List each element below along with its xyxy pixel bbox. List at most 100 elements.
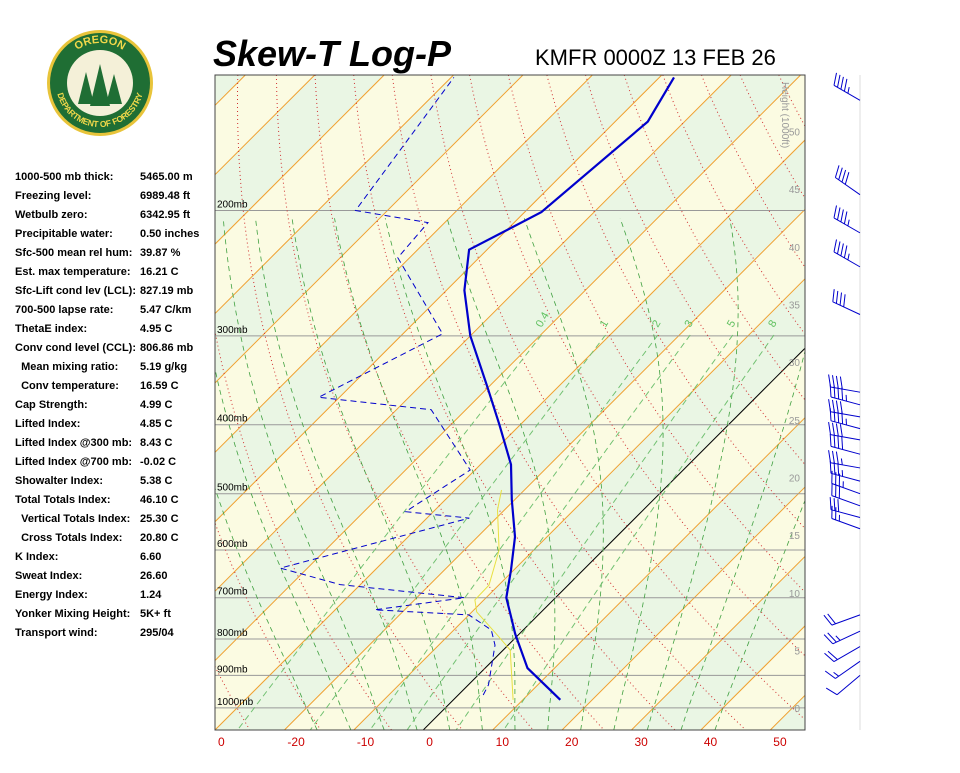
index-value: 16.21 C bbox=[140, 266, 179, 278]
index-label: Cap Strength: bbox=[15, 399, 88, 411]
y2-tick-label: 40 bbox=[789, 243, 801, 254]
wind-barb-shape bbox=[824, 614, 860, 625]
index-value: 25.30 C bbox=[140, 513, 179, 525]
y-tick-label: 700mb bbox=[217, 587, 248, 598]
y2-tick-label: 0 bbox=[794, 704, 800, 715]
wind-barb-shape bbox=[830, 408, 860, 428]
x-tick-label: 40 bbox=[704, 735, 718, 749]
indices: 1000-500 mb thick: 5465.00 m Freezing leve… bbox=[15, 171, 199, 639]
y2-tick-label: 35 bbox=[789, 300, 801, 311]
x-tick-label: 50 bbox=[773, 735, 787, 749]
wind-barb-shape bbox=[825, 661, 860, 678]
wind-barb-shape bbox=[835, 165, 860, 194]
wind-barb-shape bbox=[834, 240, 860, 267]
wind-barb-shape bbox=[834, 206, 860, 233]
wind-barb bbox=[830, 461, 860, 481]
chart-title: Skew-T Log-P bbox=[213, 33, 452, 74]
index-value: 5K+ ft bbox=[140, 608, 171, 620]
wind-barb bbox=[824, 614, 860, 625]
y2-axis-label: Height (1000ft) bbox=[779, 82, 790, 148]
isotherm bbox=[909, 75, 960, 730]
wind-barb bbox=[832, 483, 860, 506]
y-tick-label: 1000mb bbox=[217, 697, 254, 708]
index-label: Wetbulb zero: bbox=[15, 209, 88, 221]
index-value: 39.87 % bbox=[140, 247, 181, 259]
wind-barb-shape bbox=[829, 399, 860, 417]
index-value: 8.43 C bbox=[140, 437, 172, 449]
y-tick-label: 900mb bbox=[217, 664, 248, 675]
y-tick-label: 200mb bbox=[217, 200, 248, 211]
index-label: 700-500 lapse rate: bbox=[15, 304, 113, 316]
wind-barb bbox=[824, 631, 860, 644]
index-label: Energy Index: bbox=[15, 589, 88, 601]
wind-barb bbox=[833, 289, 860, 314]
dry-adiabat bbox=[817, 75, 960, 730]
index-label: Cross Totals Index: bbox=[15, 532, 122, 544]
index-value: 295/04 bbox=[140, 627, 175, 639]
wind-barb bbox=[830, 408, 860, 428]
index-value: 26.60 bbox=[140, 570, 168, 582]
wind-barb-shape bbox=[832, 483, 860, 506]
wind-barb-shape bbox=[832, 506, 860, 529]
index-label: Total Totals Index: bbox=[15, 494, 111, 506]
dry-adiabat bbox=[895, 75, 960, 730]
temperature-band bbox=[909, 75, 960, 730]
index-label: Sweat Index: bbox=[15, 570, 82, 582]
wind-barb bbox=[834, 206, 860, 233]
x-tick-label: 30 bbox=[634, 735, 648, 749]
wind-barb bbox=[830, 384, 860, 404]
wind-barb-shape bbox=[833, 289, 860, 314]
index-label: Mean mixing ratio: bbox=[15, 361, 118, 373]
wind-barb bbox=[826, 675, 860, 694]
wind-barb bbox=[834, 73, 860, 100]
wind-barb-shape bbox=[830, 384, 860, 404]
index-label: K Index: bbox=[15, 551, 58, 563]
dry-adiabat bbox=[856, 75, 960, 730]
index-label: Sfc-Lift cond lev (LCL): bbox=[15, 285, 136, 297]
index-label: Showalter Index: bbox=[15, 475, 103, 487]
index-label: Lifted Index @700 mb: bbox=[15, 456, 132, 468]
wind-barb bbox=[829, 399, 860, 417]
x-tick-label: 10 bbox=[496, 735, 510, 749]
index-label: Freezing level: bbox=[15, 190, 91, 202]
index-value: 6342.95 ft bbox=[140, 209, 190, 221]
index-value: 5465.00 m bbox=[140, 171, 193, 183]
index-value: 16.59 C bbox=[140, 380, 179, 392]
index-value: 6989.48 ft bbox=[140, 190, 190, 202]
index-label: Lifted Index @300 mb: bbox=[15, 437, 132, 449]
index-value: 806.86 mb bbox=[140, 342, 193, 354]
index-value: 4.95 C bbox=[140, 323, 172, 335]
wind-barb bbox=[835, 165, 860, 194]
index-label: Transport wind: bbox=[15, 627, 98, 639]
y2-tick-label: 20 bbox=[789, 473, 801, 484]
index-label: ThetaE index: bbox=[15, 323, 87, 335]
logo: OREGON DEPARTMENT OF FORESTRY bbox=[47, 30, 153, 136]
index-label: Precipitable water: bbox=[15, 228, 113, 240]
y-tick-label: 800mb bbox=[217, 628, 248, 639]
index-label: Yonker Mixing Height: bbox=[15, 608, 130, 620]
index-value: 0.50 inches bbox=[140, 228, 199, 240]
y-tick-label: 300mb bbox=[217, 325, 248, 336]
x-tick-label: 20 bbox=[565, 735, 579, 749]
index-value: 4.99 C bbox=[140, 399, 172, 411]
dry-adiabat bbox=[933, 75, 960, 730]
index-label: 1000-500 mb thick: bbox=[15, 171, 113, 183]
index-value: 5.19 g/kg bbox=[140, 361, 187, 373]
y2-tick-label: 45 bbox=[789, 185, 801, 196]
index-value: 5.38 C bbox=[140, 475, 172, 487]
wind-barbs bbox=[824, 73, 860, 695]
x-tick-label: 0 bbox=[218, 735, 225, 749]
x-tick-label: -20 bbox=[287, 735, 305, 749]
wind-barb-shape bbox=[830, 461, 860, 481]
y2-tick-label: 10 bbox=[789, 589, 801, 600]
index-value: 827.19 mb bbox=[140, 285, 193, 297]
wind-barb bbox=[825, 661, 860, 678]
y2-tick-label: 30 bbox=[789, 358, 801, 369]
index-value: 1.24 bbox=[140, 589, 162, 601]
index-label: Conv cond level (CCL): bbox=[15, 342, 136, 354]
y-tick-label: 600mb bbox=[217, 539, 248, 550]
wind-barb-shape bbox=[829, 375, 860, 393]
index-value: 46.10 C bbox=[140, 494, 179, 506]
wind-barb-shape bbox=[826, 675, 860, 694]
